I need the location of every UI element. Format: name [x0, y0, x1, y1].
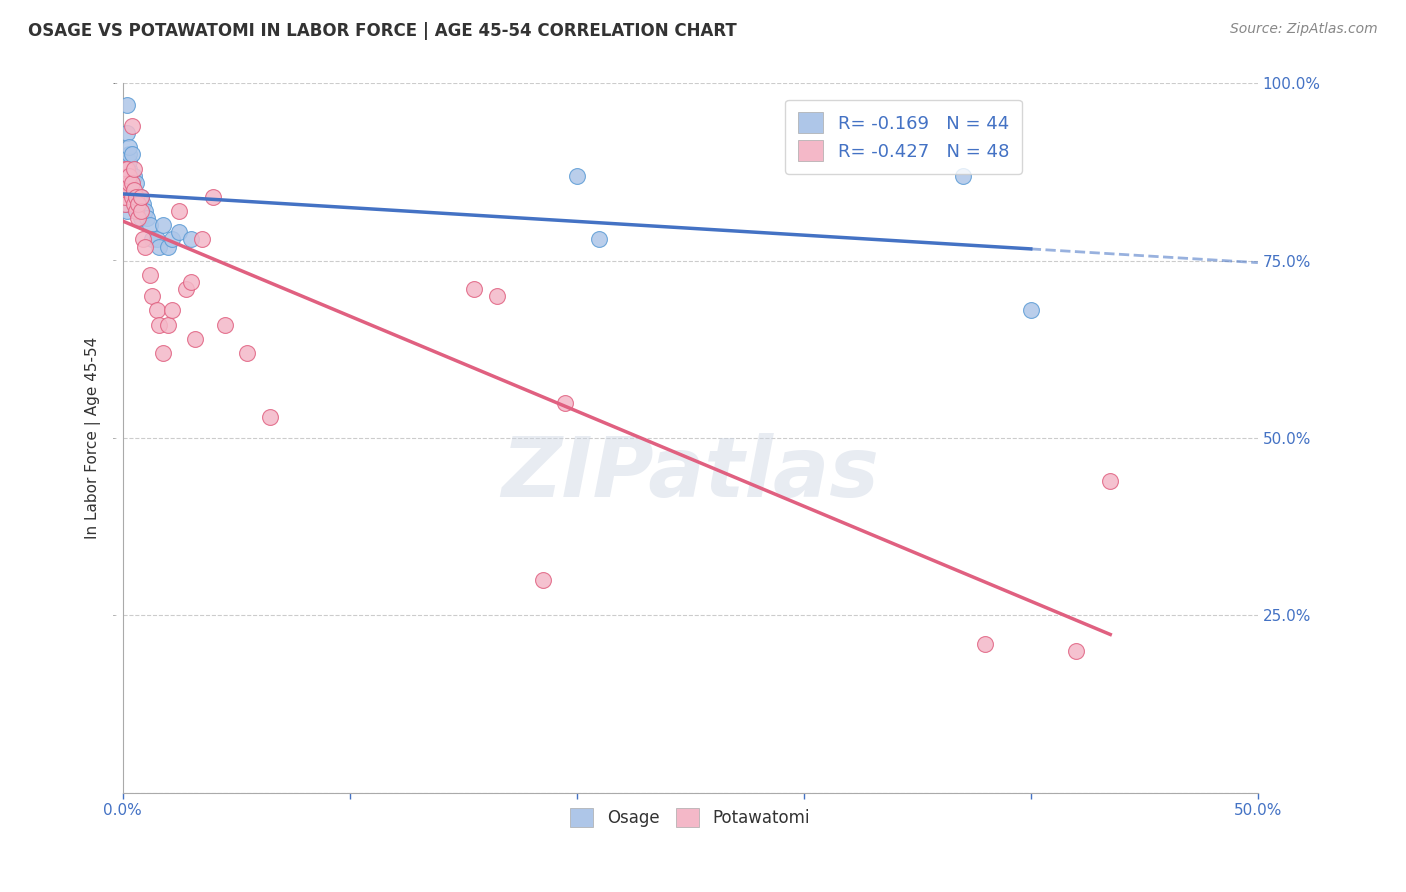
Point	[1019, 303, 1042, 318]
Point	[180, 232, 202, 246]
Point	[1099, 474, 1122, 488]
Point	[136, 211, 159, 226]
Point	[122, 197, 145, 211]
Point	[122, 190, 145, 204]
Point	[162, 232, 184, 246]
Point	[115, 161, 138, 176]
Point	[121, 190, 143, 204]
Point	[148, 239, 170, 253]
Point	[214, 318, 236, 332]
Point	[174, 282, 197, 296]
Point	[115, 183, 138, 197]
Point	[145, 232, 167, 246]
Point	[152, 346, 174, 360]
Point	[141, 289, 163, 303]
Point	[118, 161, 141, 176]
Point	[202, 190, 225, 204]
Point	[184, 332, 207, 346]
Point	[152, 219, 174, 233]
Text: ZIPatlas: ZIPatlas	[502, 433, 879, 514]
Point	[191, 232, 214, 246]
Point	[974, 637, 997, 651]
Point	[114, 190, 136, 204]
Point	[115, 126, 138, 140]
Point	[121, 176, 143, 190]
Point	[132, 197, 155, 211]
Point	[236, 346, 259, 360]
Point	[1064, 644, 1087, 658]
Point	[114, 161, 136, 176]
Point	[122, 183, 145, 197]
Point	[169, 204, 191, 219]
Point	[129, 204, 152, 219]
Point	[127, 211, 149, 226]
Point	[127, 204, 149, 219]
Point	[121, 169, 143, 183]
Point	[531, 573, 554, 587]
Point	[588, 232, 610, 246]
Point	[125, 204, 148, 219]
Point	[118, 140, 141, 154]
Y-axis label: In Labor Force | Age 45-54: In Labor Force | Age 45-54	[86, 337, 101, 539]
Point	[118, 147, 141, 161]
Point	[114, 197, 136, 211]
Point	[114, 190, 136, 204]
Point	[180, 275, 202, 289]
Legend: Osage, Potawatomi: Osage, Potawatomi	[564, 801, 817, 834]
Point	[127, 197, 149, 211]
Text: Source: ZipAtlas.com: Source: ZipAtlas.com	[1230, 22, 1378, 37]
Text: OSAGE VS POTAWATOMI IN LABOR FORCE | AGE 45-54 CORRELATION CHART: OSAGE VS POTAWATOMI IN LABOR FORCE | AGE…	[28, 22, 737, 40]
Point	[169, 226, 191, 240]
Point	[132, 232, 155, 246]
Point	[129, 190, 152, 204]
Point	[134, 239, 156, 253]
Point	[127, 190, 149, 204]
Point	[122, 161, 145, 176]
Point	[114, 176, 136, 190]
Point	[134, 204, 156, 219]
Point	[145, 303, 167, 318]
Point	[162, 303, 184, 318]
Point	[118, 176, 141, 190]
Point	[115, 176, 138, 190]
Point	[121, 176, 143, 190]
Point	[115, 97, 138, 112]
Point	[156, 239, 179, 253]
Point	[114, 183, 136, 197]
Point	[139, 219, 162, 233]
Point	[125, 176, 148, 190]
Point	[115, 190, 138, 204]
Point	[148, 318, 170, 332]
Point	[139, 268, 162, 282]
Point	[114, 176, 136, 190]
Point	[118, 154, 141, 169]
Point	[554, 395, 576, 409]
Point	[565, 169, 588, 183]
Point	[952, 169, 974, 183]
Point	[118, 169, 141, 183]
Point	[486, 289, 509, 303]
Point	[122, 169, 145, 183]
Point	[129, 190, 152, 204]
Point	[129, 211, 152, 226]
Point	[463, 282, 485, 296]
Point	[121, 119, 143, 133]
Point	[122, 183, 145, 197]
Point	[141, 232, 163, 246]
Point	[115, 169, 138, 183]
Point	[259, 409, 281, 424]
Point	[115, 197, 138, 211]
Point	[121, 147, 143, 161]
Point	[125, 190, 148, 204]
Point	[125, 190, 148, 204]
Point	[114, 169, 136, 183]
Point	[156, 318, 179, 332]
Point	[121, 183, 143, 197]
Point	[118, 183, 141, 197]
Point	[122, 197, 145, 211]
Point	[114, 161, 136, 176]
Point	[115, 204, 138, 219]
